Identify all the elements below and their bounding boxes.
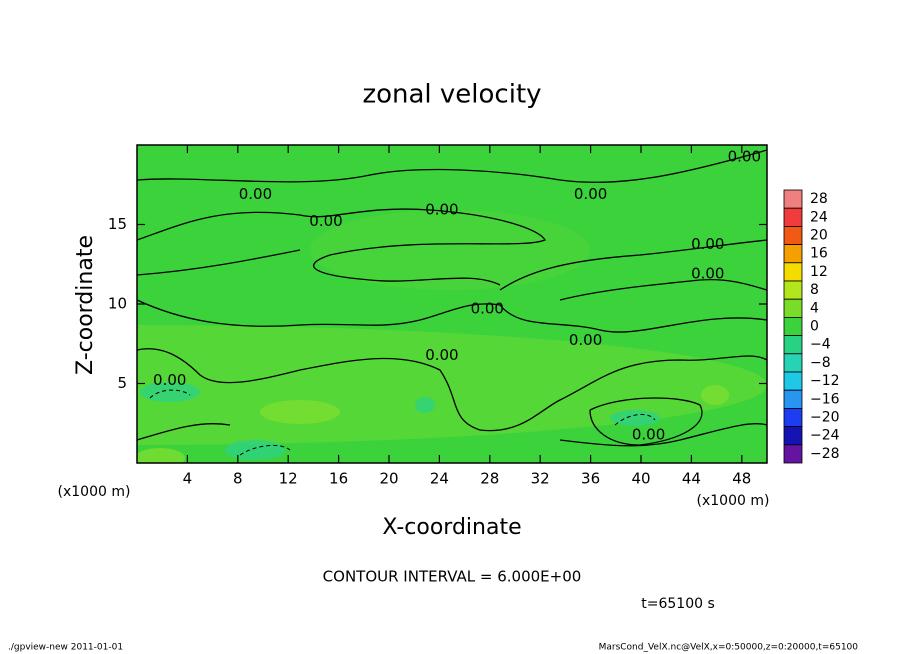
field-shade bbox=[260, 400, 340, 424]
colorbar-label: 0 bbox=[810, 319, 819, 335]
colorbar-swatch bbox=[783, 371, 803, 391]
contour-field: 0.00 0.00 0.00 0.00 0.00 0.00 0.00 0.00 0.00 0.00… bbox=[137, 145, 767, 463]
y-tick-label: 10 bbox=[108, 295, 127, 313]
x-axis-label: X-coordinate bbox=[382, 515, 521, 540]
field-shade bbox=[310, 210, 590, 290]
x-tick-label: 40 bbox=[631, 470, 650, 488]
field-shade bbox=[610, 410, 660, 426]
field: 0.00 0.00 0.00 0.00 0.00 0.00 0.00 0.00 0.00 0.00… bbox=[137, 145, 767, 463]
colorbar-swatch bbox=[783, 426, 803, 446]
colorbar-swatch bbox=[783, 407, 803, 427]
x-unit-right: (x1000 m) bbox=[697, 493, 770, 509]
x-tick-label: 12 bbox=[279, 470, 298, 488]
colorbar-label: −24 bbox=[810, 428, 840, 444]
x-tick-label: 28 bbox=[480, 470, 499, 488]
y-axis-label: Z-coordinate bbox=[73, 235, 98, 375]
y-tick-label: 5 bbox=[117, 374, 127, 392]
contour-label: 0.00 bbox=[153, 371, 186, 389]
colorbar-swatch bbox=[783, 262, 803, 282]
colorbar-swatch bbox=[783, 207, 803, 227]
colorbar-label: −28 bbox=[810, 446, 840, 462]
x-tick-label: 48 bbox=[732, 470, 751, 488]
colorbar-swatch bbox=[783, 389, 803, 409]
contour-line bbox=[589, 397, 703, 446]
field-shade bbox=[415, 397, 435, 413]
contour-label: 0.00 bbox=[728, 147, 761, 165]
contour-line bbox=[137, 299, 767, 333]
contour-label: 0.00 bbox=[574, 185, 607, 203]
x-tick-label: 16 bbox=[329, 470, 348, 488]
contour-label: 0.00 bbox=[425, 201, 458, 219]
colorbar-label: −16 bbox=[810, 391, 840, 407]
contour-label: 0.00 bbox=[691, 264, 724, 282]
field-shade bbox=[140, 382, 200, 402]
contour-label: 0.00 bbox=[569, 331, 602, 349]
colorbar-label: 8 bbox=[810, 282, 819, 298]
contour-interval: CONTOUR INTERVAL = 6.000E+00 bbox=[323, 568, 582, 586]
contour-label: 0.00 bbox=[471, 299, 504, 317]
colorbar-swatch bbox=[783, 353, 803, 373]
colorbar-label: −12 bbox=[810, 373, 840, 389]
contour-label: 0.00 bbox=[309, 212, 342, 230]
contour-label: 0.00 bbox=[632, 426, 665, 444]
colorbar-swatch bbox=[783, 189, 803, 209]
footer-left: ./gpview-new 2011-01-01 bbox=[8, 643, 123, 653]
time-label: t=65100 s bbox=[641, 596, 715, 612]
contour-line bbox=[559, 423, 767, 447]
chart-title: zonal velocity bbox=[362, 80, 541, 110]
colorbar-swatch bbox=[783, 316, 803, 336]
colorbar-label: 20 bbox=[810, 228, 828, 244]
x-tick-label: 36 bbox=[581, 470, 600, 488]
colorbar-label: 12 bbox=[810, 264, 828, 280]
contour-label: 0.00 bbox=[425, 346, 458, 364]
y-tick-label: 15 bbox=[108, 215, 127, 233]
contour-line bbox=[137, 208, 546, 286]
contour-line bbox=[559, 279, 767, 301]
contour-line bbox=[137, 249, 301, 276]
contour-label: 0.00 bbox=[239, 185, 272, 203]
x-tick-label: 44 bbox=[682, 470, 701, 488]
colorbar-label: 16 bbox=[810, 246, 828, 262]
contour-line-negative bbox=[239, 444, 291, 456]
colorbar-swatch bbox=[783, 444, 803, 464]
field-shade bbox=[701, 385, 729, 405]
contour-label: 0.00 bbox=[691, 235, 724, 253]
colorbar-swatch bbox=[783, 225, 803, 245]
colorbar-swatch bbox=[783, 280, 803, 300]
colorbar-label: 24 bbox=[810, 209, 828, 225]
colorbar-label: −20 bbox=[810, 410, 840, 426]
colorbar-swatch bbox=[783, 298, 803, 318]
x-tick-label: 20 bbox=[379, 470, 398, 488]
colorbar-label: −4 bbox=[810, 337, 831, 353]
footer-right: MarsCond_VelX.nc@VelX,x=0:50000,z=0:2000… bbox=[599, 643, 859, 653]
colorbar-swatch bbox=[783, 335, 803, 355]
x-tick-label: 32 bbox=[531, 470, 550, 488]
field-shade bbox=[225, 440, 285, 460]
contour-line bbox=[137, 149, 767, 184]
contour-line-negative bbox=[149, 389, 191, 399]
field-shade bbox=[137, 448, 185, 463]
x-tick-label: 24 bbox=[430, 470, 449, 488]
contour-line bbox=[137, 348, 767, 432]
contour-line bbox=[137, 423, 231, 441]
colorbar-label: 4 bbox=[810, 300, 819, 316]
x-unit-left: (x1000 m) bbox=[58, 484, 131, 500]
contour-line bbox=[499, 239, 767, 291]
colorbar-label: −8 bbox=[810, 355, 831, 371]
colorbar-swatch bbox=[783, 244, 803, 264]
colorbar-label: 28 bbox=[810, 191, 828, 207]
x-tick-label: 8 bbox=[233, 470, 243, 488]
x-tick-label: 4 bbox=[183, 470, 193, 488]
